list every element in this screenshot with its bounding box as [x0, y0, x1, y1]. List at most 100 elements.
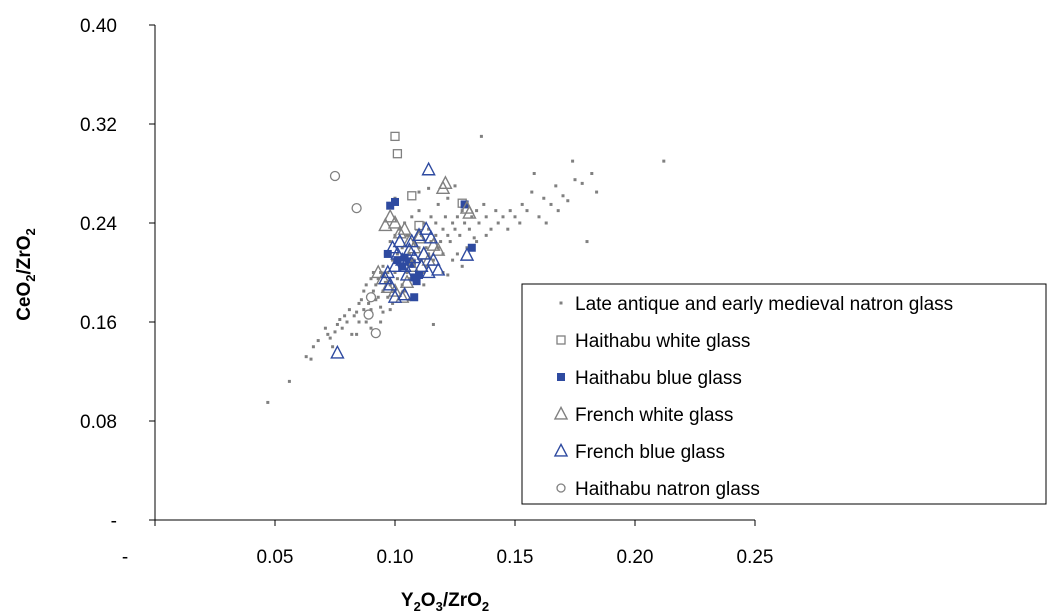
data-point: [397, 258, 412, 272]
data-point: [422, 283, 426, 287]
data-point: [376, 277, 380, 281]
data-point: [382, 208, 398, 223]
data-point: [424, 246, 428, 250]
data-point: [357, 320, 361, 324]
data-point: [399, 274, 415, 289]
data-point: [379, 271, 383, 274]
data-point: [326, 332, 330, 336]
data-point: [338, 318, 342, 322]
legend-label: Late antique and early medieval natron g…: [575, 294, 953, 315]
data-point: [364, 320, 368, 324]
data-point: [479, 134, 483, 138]
data-point: [357, 301, 361, 305]
data-point: [475, 240, 479, 244]
data-point: [537, 215, 541, 219]
x-tick-label: 0.20: [617, 547, 654, 568]
data-point: [394, 289, 410, 303]
data-point: [470, 215, 474, 219]
data-point: [398, 227, 402, 231]
data-point: [475, 209, 479, 213]
data-point: [364, 283, 368, 287]
data-point: [501, 215, 505, 219]
y-tick-label: 0.24: [80, 214, 117, 235]
data-point: [362, 289, 366, 293]
data-point: [399, 266, 415, 281]
data-point: [386, 295, 390, 299]
data-point: [374, 298, 378, 302]
data-point: [335, 322, 339, 326]
data-point: [438, 175, 453, 190]
x-axis-title: Y2O3/ZrO2: [401, 590, 489, 614]
data-point: [453, 184, 457, 188]
data-point: [416, 245, 432, 260]
data-point: [462, 204, 477, 219]
data-point: [556, 209, 560, 213]
data-point: [343, 314, 347, 318]
data-point: [532, 172, 536, 175]
data-point: [407, 252, 411, 256]
data-point: [391, 258, 395, 262]
data-point: [446, 273, 450, 277]
y-axis-title: CeO2/ZrO2: [14, 228, 38, 321]
data-point: [370, 264, 386, 279]
data-point: [422, 221, 426, 225]
data-point: [525, 209, 529, 213]
data-point: [477, 221, 481, 225]
legend-item: Haithabu blue glass: [557, 368, 742, 389]
data-point: [287, 379, 291, 383]
data-point: [370, 327, 381, 339]
y-axis-ticks: - 0.08 0.16 0.24 0.32 0.40: [80, 16, 155, 532]
data-point: [390, 131, 400, 142]
data-point: [484, 233, 488, 237]
legend-label: Haithabu white glass: [575, 331, 750, 352]
legend-marker: [556, 483, 566, 493]
data-point: [355, 332, 359, 336]
data-point: [429, 215, 433, 219]
data-point: [436, 202, 440, 206]
legend-marker: [559, 301, 563, 305]
data-point: [395, 252, 399, 256]
data-point: [397, 286, 412, 301]
x-tick-label: 0.25: [737, 547, 774, 568]
data-point: [355, 310, 359, 314]
data-point: [359, 298, 363, 302]
data-point: [402, 242, 417, 256]
legend: Late antique and early medieval natron g…: [521, 283, 1047, 505]
data-point: [571, 159, 575, 163]
data-point: [472, 236, 476, 240]
data-point: [414, 258, 429, 272]
data-point: [329, 170, 341, 182]
series-4: [330, 161, 475, 359]
data-point: [376, 295, 380, 299]
data-point: [430, 261, 446, 276]
data-point: [392, 224, 408, 239]
data-point: [374, 283, 378, 287]
series-1: [390, 131, 467, 231]
data-point: [580, 181, 584, 185]
data-point: [330, 344, 345, 359]
data-point: [554, 184, 558, 188]
data-point: [662, 159, 666, 163]
data-point: [379, 320, 383, 324]
data-point: [266, 400, 270, 404]
data-point: [410, 215, 414, 219]
legend-label: Haithabu blue glass: [575, 368, 742, 389]
data-point: [379, 305, 383, 309]
legend-label: French blue glass: [575, 442, 725, 463]
data-point: [460, 264, 464, 268]
data-point: [506, 227, 510, 231]
data-point: [392, 149, 403, 159]
data-point: [378, 270, 393, 285]
data-point: [448, 240, 452, 244]
data-point: [453, 227, 457, 231]
data-point: [489, 227, 493, 231]
legend-item: Late antique and early medieval natron g…: [559, 294, 953, 315]
data-point: [467, 243, 476, 252]
data-point: [385, 239, 400, 254]
legend-item: French white glass: [553, 405, 733, 426]
data-point: [352, 314, 356, 318]
data-point: [362, 308, 366, 312]
data-point: [393, 256, 402, 265]
data-point: [369, 277, 373, 281]
